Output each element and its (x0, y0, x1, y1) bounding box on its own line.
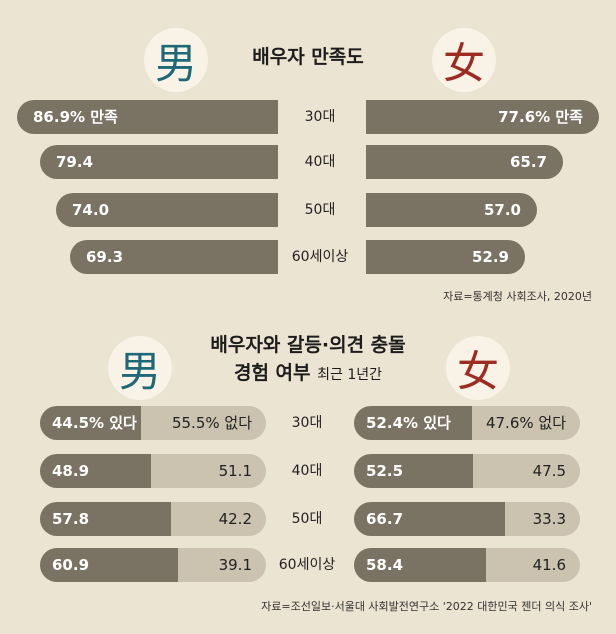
male-value-label: 74.0 (72, 201, 110, 219)
female-value-label: 52.9 (471, 248, 509, 266)
female-yes-label: 52.5 (366, 462, 404, 480)
female-bar: 52.9 (366, 240, 525, 274)
chart2-source: 자료=조선일보·서울대 사회발전연구소 '2022 대한민국 젠더 의식 조사' (261, 600, 592, 613)
male-stacked-bar: 44.5% 있다 55.5% 없다 (40, 406, 266, 440)
male-symbol-2: 男 (108, 336, 172, 400)
chart2-title-line2-text: 경험 여부 (233, 362, 311, 384)
female-yes-segment (354, 502, 505, 536)
female-yes-label: 52.4% 있다 (366, 414, 451, 432)
male-yes-segment (40, 548, 178, 582)
male-symbol-1: 男 (144, 28, 208, 92)
age-label: 40대 (304, 154, 336, 170)
age-label: 40대 (291, 463, 323, 479)
age-label: 50대 (291, 511, 323, 527)
male-yes-segment (40, 406, 141, 440)
chart2-subtitle: 최근 1년간 (317, 367, 383, 383)
male-no-label: 51.1 (218, 462, 252, 480)
male-bar: 79.4 (40, 145, 278, 179)
age-label: 30대 (291, 415, 323, 431)
female-symbol-2: 女 (446, 336, 510, 400)
male-no-label: 39.1 (218, 556, 252, 574)
male-yes-label: 44.5% 있다 (52, 414, 137, 432)
female-yes-segment (354, 406, 472, 440)
female-value-label: 57.0 (483, 201, 521, 219)
female-yes-label: 66.7 (366, 510, 404, 528)
female-no-label: 41.6 (532, 556, 566, 574)
chart2-title-line2: 경험 여부 최근 1년간 (158, 358, 458, 385)
male-value-label: 86.9% 만족 (33, 108, 118, 126)
male-bar: 74.0 (56, 193, 278, 227)
female-bar: 65.7 (366, 145, 563, 179)
male-value-label: 79.4 (56, 153, 94, 171)
age-label: 60세이상 (291, 249, 349, 265)
age-label: 50대 (304, 202, 336, 218)
female-stacked-bar: 66.7 33.3 (354, 502, 580, 536)
male-yes-label: 60.9 (52, 556, 90, 574)
chart1-title: 배우자 만족도 (252, 46, 364, 68)
male-value-label: 69.3 (86, 248, 124, 266)
male-stacked-bar: 48.9 51.1 (40, 454, 266, 488)
male-yes-segment (40, 454, 151, 488)
female-no-label: 47.5 (532, 462, 566, 480)
female-stacked-bar: 58.4 41.6 (354, 548, 580, 582)
female-bar: 77.6% 만족 (366, 100, 599, 134)
female-bar: 57.0 (366, 193, 537, 227)
female-yes-segment (354, 454, 473, 488)
male-yes-label: 57.8 (52, 510, 90, 528)
chart1-source: 자료=통계청 사회조사, 2020년 (443, 290, 592, 303)
male-yes-label: 48.9 (52, 462, 90, 480)
female-yes-label: 58.4 (366, 556, 404, 574)
chart2-title-line1: 배우자와 갈등·의견 충돌 (210, 334, 406, 356)
male-bar: 69.3 (70, 240, 278, 274)
age-label: 60세이상 (278, 557, 336, 573)
female-value-label: 77.6% 만족 (498, 108, 583, 126)
male-bar: 86.9% 만족 (17, 100, 278, 134)
male-stacked-bar: 60.9 39.1 (40, 548, 266, 582)
female-symbol-1: 女 (432, 28, 496, 92)
female-yes-segment (354, 548, 486, 582)
male-stacked-bar: 57.8 42.2 (40, 502, 266, 536)
female-stacked-bar: 52.5 47.5 (354, 454, 580, 488)
male-no-label: 55.5% 없다 (171, 414, 252, 432)
age-label: 30대 (304, 109, 336, 125)
female-no-label: 47.6% 없다 (485, 414, 566, 432)
male-no-label: 42.2 (218, 510, 252, 528)
male-yes-segment (40, 502, 171, 536)
female-no-label: 33.3 (532, 510, 566, 528)
female-stacked-bar: 52.4% 있다 47.6% 없다 (354, 406, 580, 440)
female-value-label: 65.7 (509, 153, 547, 171)
